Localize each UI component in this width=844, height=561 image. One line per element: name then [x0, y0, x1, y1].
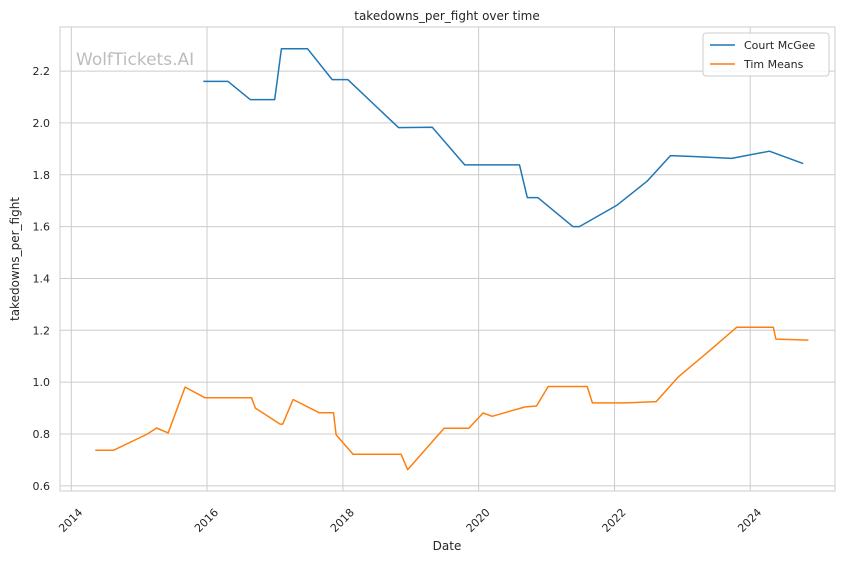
- y-tick-label: 2.0: [33, 117, 51, 130]
- x-tick-label: 2022: [600, 506, 629, 535]
- legend: Court McGee Tim Means: [702, 32, 830, 77]
- y-tick-label: 1.8: [33, 169, 51, 182]
- y-tick-label: 1.4: [33, 272, 51, 285]
- x-tick-label: 2018: [328, 506, 357, 535]
- y-tick-label: 1.0: [33, 376, 51, 389]
- y-tick-label: 1.6: [33, 221, 51, 234]
- y-tick-label: 0.8: [33, 428, 51, 441]
- y-axis-ticks: 0.6 0.8 1.0 1.2 1.4 1.6 1.8 2.0 2.2: [33, 65, 51, 493]
- x-axis-label: Date: [433, 539, 462, 553]
- x-axis-ticks: 2014 2016 2018 2020 2022 2024: [56, 506, 764, 535]
- plot-frame: [59, 26, 836, 492]
- y-axis-label: takedowns_per_fight: [8, 197, 22, 321]
- x-tick-label: 2024: [735, 506, 764, 535]
- x-tick-label: 2016: [192, 506, 221, 535]
- series-line-court-mcgee: [203, 48, 804, 228]
- y-tick-label: 0.6: [33, 480, 51, 493]
- grid: [60, 27, 835, 491]
- series-lines: [95, 48, 809, 471]
- series-line-tim-means: [95, 326, 809, 471]
- chart-title: takedowns_per_fight over time: [354, 9, 540, 23]
- legend-box: [702, 32, 830, 77]
- plot-background: [60, 27, 835, 491]
- x-tick-label: 2014: [56, 506, 85, 535]
- x-tick-label: 2020: [464, 506, 493, 535]
- watermark: WolfTickets.AI: [76, 50, 194, 70]
- legend-label-court-mcgee: Court McGee: [744, 39, 816, 52]
- y-tick-label: 1.2: [33, 324, 51, 337]
- y-tick-label: 2.2: [33, 65, 51, 78]
- legend-label-tim-means: Tim Means: [743, 58, 804, 71]
